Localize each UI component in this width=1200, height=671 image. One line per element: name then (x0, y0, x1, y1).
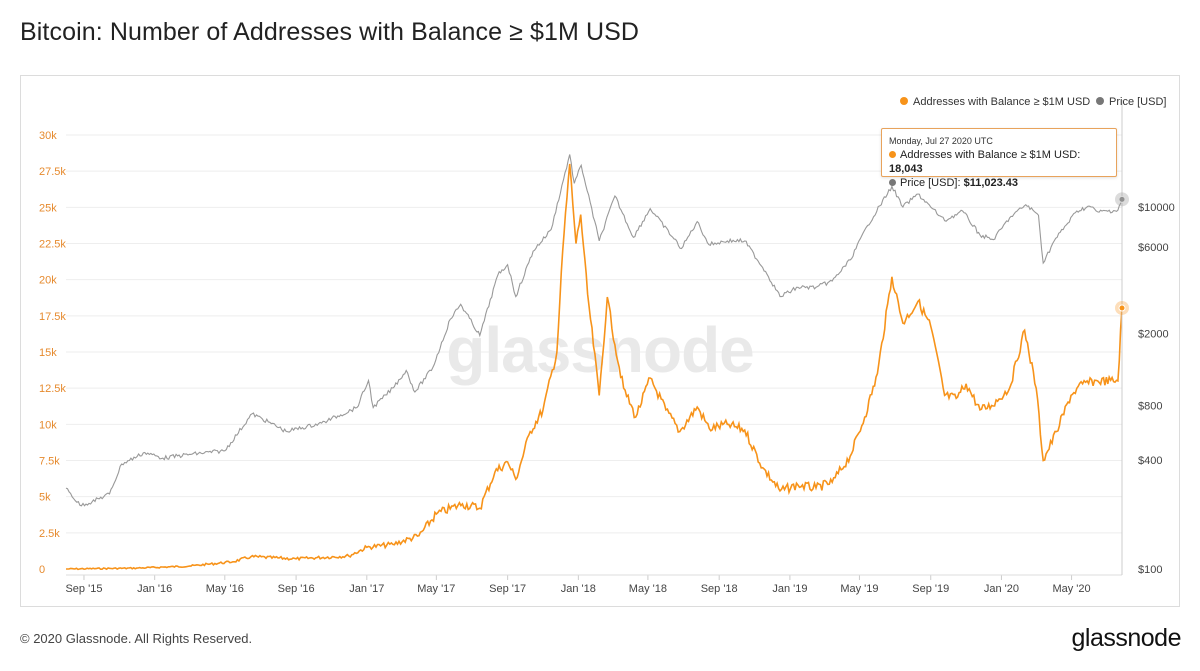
left-axis-tick-label: 30k (39, 130, 57, 142)
legend-addresses-dot (900, 97, 908, 105)
left-axis-tick-label: 10k (39, 419, 57, 431)
copyright-text: © 2020 Glassnode. All Rights Reserved. (20, 631, 253, 646)
right-axis-tick-label: $100 (1138, 564, 1162, 576)
right-axis-tick-label: $800 (1138, 401, 1162, 413)
x-axis-tick-label: Sep '18 (701, 583, 738, 595)
tooltip-addresses-value: 18,043 (889, 163, 923, 175)
x-axis-tick-label: Sep '19 (912, 583, 949, 595)
left-axis-tick-label: 27.5k (39, 166, 66, 178)
tooltip-row-addresses: Addresses with Balance ≥ $1M USD: 18,043 (889, 148, 1109, 176)
right-axis-tick-label: $400 (1138, 455, 1162, 467)
left-axis-tick-label: 17.5k (39, 311, 66, 323)
right-axis-ticks: $100 $400 $800 $2000 $6000 $10000 (1138, 202, 1175, 576)
tooltip-date: Monday, Jul 27 2020 UTC (889, 136, 993, 146)
x-axis-tick-label: Jan '17 (349, 583, 384, 595)
legend-addresses-label[interactable]: Addresses with Balance ≥ $1M USD (913, 96, 1090, 108)
x-axis-tick-label: May '19 (840, 583, 878, 595)
left-axis-tick-label: 20k (39, 275, 57, 287)
right-axis-tick-label: $6000 (1138, 242, 1169, 254)
left-axis-tick-label: 12.5k (39, 383, 66, 395)
right-axis-tick-label: $2000 (1138, 329, 1169, 341)
left-axis-tick-label: 5k (39, 492, 51, 504)
tooltip-addresses-label: Addresses with Balance ≥ $1M USD: (900, 149, 1081, 161)
x-axis-tick-label: May '17 (417, 583, 455, 595)
tooltip-price-label: Price [USD]: (900, 177, 961, 189)
x-axis-tick-label: Sep '17 (489, 583, 526, 595)
legend-price-label[interactable]: Price [USD] (1109, 96, 1166, 108)
legend-price-dot (1096, 97, 1104, 105)
hover-tooltip: Monday, Jul 27 2020 UTC Addresses with B… (881, 128, 1117, 189)
chart-legend[interactable]: Addresses with Balance ≥ $1M USD Price [… (900, 96, 1166, 108)
x-axis-tick-label: Jan '20 (984, 583, 1019, 595)
tooltip-price-value: $11,023.43 (963, 177, 1019, 189)
left-axis-tick-label: 2.5k (39, 528, 60, 540)
x-axis-tick-label: May '20 (1052, 583, 1090, 595)
addresses-hover-marker (1118, 304, 1126, 312)
x-axis-tick-label: Jan '18 (561, 583, 596, 595)
price-hover-halo (1115, 192, 1129, 207)
left-axis-tick-label: 0 (39, 564, 45, 576)
x-axis-tick-label: Jan '19 (772, 583, 807, 595)
left-axis-tick-label: 25k (39, 202, 57, 214)
left-axis-tick-label: 22.5k (39, 239, 66, 251)
tooltip-price-dot (889, 179, 896, 186)
price-hover-marker (1118, 195, 1126, 203)
x-axis-tick-label: Sep '15 (65, 583, 102, 595)
left-axis-ticks: 0 2.5k 5k 7.5k 10k 12.5k 15k 17.5k 20k 22.5k 25k 27… (39, 130, 66, 576)
x-axis-tick-label: May '16 (206, 583, 244, 595)
page-title: Bitcoin: Number of Addresses with Balanc… (20, 18, 640, 46)
tooltip-row-price: Price [USD]: $11,023.43 (889, 176, 1109, 190)
glassnode-logo[interactable]: glassnode (1071, 624, 1182, 652)
left-axis-tick-label: 7.5k (39, 456, 60, 468)
price-series-line (65, 154, 1123, 507)
x-axis-tick-label: Jan '16 (137, 583, 172, 595)
tooltip-addresses-dot (889, 151, 896, 158)
x-axis-tick-label: Sep '16 (278, 583, 315, 595)
right-axis-tick-label: $10000 (1138, 202, 1175, 214)
x-axis-tick-label: May '18 (629, 583, 667, 595)
addresses-series-line (66, 163, 1123, 571)
x-axis-ticks: Sep '15 Jan '16 May '16 Sep '16 Jan '17 May '… (65, 575, 1091, 595)
left-axis-tick-label: 15k (39, 347, 57, 359)
